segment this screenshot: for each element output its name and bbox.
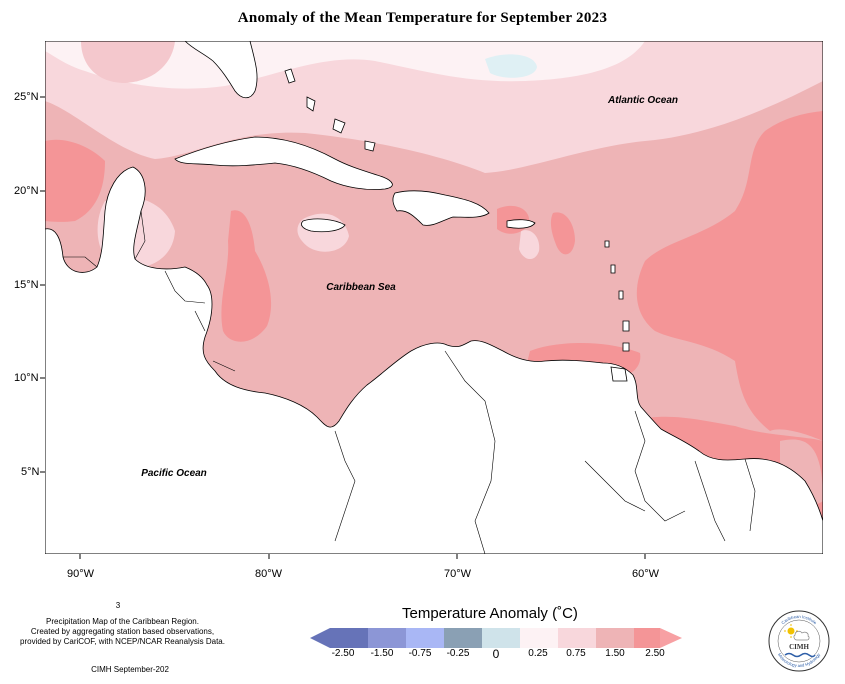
pacific-ocean-label: Pacific Ocean <box>141 468 207 479</box>
lat-label-15n: 15°N <box>14 279 39 291</box>
legend-title: Temperature Anomaly (˚C) <box>402 605 578 622</box>
cloud-icon <box>793 630 810 641</box>
bahamas-land-2 <box>306 96 316 112</box>
legend-swatch-high-arrow <box>660 628 682 648</box>
bahamas-land-4 <box>364 140 376 152</box>
lesser-antilles-land-3 <box>618 290 624 300</box>
atlantic-ocean-label: Atlantic Ocean <box>607 95 678 106</box>
lat-label-20n: 20°N <box>14 185 39 197</box>
legend-swatch-5 <box>482 628 520 648</box>
legend-tick-5: 0 <box>492 647 500 661</box>
border-line-9 <box>694 460 726 542</box>
lon-label-60w: 60°W <box>632 568 660 580</box>
logo-center-text: CIMH <box>789 643 809 651</box>
legend-swatch-8 <box>596 628 634 648</box>
border-line-2 <box>134 210 146 260</box>
lon-label-80w: 80°W <box>255 568 283 580</box>
legend-swatch-3 <box>406 628 444 648</box>
caption-line-2: Created by aggregating station based obs… <box>30 627 215 636</box>
map-title: Anomaly of the Mean Temperature for Sept… <box>237 10 608 26</box>
border-line-11 <box>584 460 646 512</box>
country-borders <box>63 210 756 554</box>
lesser-antilles-land-2 <box>610 264 616 274</box>
legend-swatch-9 <box>634 628 660 648</box>
temperature-anomaly-map: Atlantic Ocean Caribbean Sea Pacific Oce… <box>45 41 823 554</box>
jamaica-land <box>301 218 346 233</box>
anomaly-strong-east <box>636 111 823 441</box>
florida-land <box>184 41 258 99</box>
trinidad-land <box>610 366 628 382</box>
border-line <box>63 256 98 268</box>
legend-swatch-low-arrow <box>310 628 330 648</box>
border-line-10 <box>744 458 756 532</box>
caption-line-3: provided by CariCOF, with NCEP/NCAR Rean… <box>20 637 225 646</box>
page-mark: 3 <box>115 601 121 610</box>
border-line-5 <box>212 360 236 372</box>
legend-tick-6: 0.25 <box>528 648 548 659</box>
legend-swatch-2 <box>368 628 406 648</box>
legend-swatch-7 <box>558 628 596 648</box>
legend-tick-4: -0.25 <box>446 648 470 659</box>
legend-tick-7: 0.75 <box>566 648 586 659</box>
bahamas-land-3 <box>332 118 346 134</box>
sun-icon <box>784 624 798 638</box>
legend-colorbar <box>310 628 682 648</box>
anomaly-strong-yucatan <box>45 139 105 222</box>
map-credit: CIMH September-202 <box>91 665 169 674</box>
hispaniola-land <box>392 190 490 226</box>
lon-label-70w: 70°W <box>444 568 472 580</box>
bahamas-land <box>284 68 296 84</box>
lat-label-5n: 5°N <box>21 466 40 478</box>
lat-label-10n: 10°N <box>14 372 39 384</box>
land-masses <box>45 41 823 554</box>
legend-tick-3: -0.75 <box>408 648 432 659</box>
anomaly-band-top <box>45 41 645 89</box>
legend-tick-8: 1.50 <box>605 648 625 659</box>
legend-tick-9: 2.50 <box>645 648 665 659</box>
map-caption: Precipitation Map of the Caribbean Regio… <box>10 617 235 647</box>
legend-tick-1: -2.50 <box>331 648 355 659</box>
wave-icon <box>784 652 816 658</box>
anomaly-strong-west-sea <box>221 210 272 342</box>
border-line-4 <box>194 310 206 332</box>
anomaly-negative-spot <box>485 54 537 78</box>
anomaly-patch-topleft <box>81 41 175 83</box>
border-line-3 <box>164 270 206 304</box>
border-line-7 <box>444 350 496 554</box>
legend-tick-2: -1.50 <box>370 648 394 659</box>
lesser-antilles-land-5 <box>622 342 630 352</box>
legend-swatch-1 <box>330 628 368 648</box>
anomaly-patch-pr <box>519 230 540 260</box>
mainland-land <box>45 166 823 554</box>
border-line-6 <box>334 430 356 542</box>
border-line-8 <box>634 410 686 522</box>
lon-label-90w: 90°W <box>67 568 95 580</box>
lesser-antilles-land <box>604 240 610 248</box>
puerto-rico-land <box>506 219 536 229</box>
caribbean-sea-label: Caribbean Sea <box>326 282 396 293</box>
anomaly-strong-leewards <box>550 212 575 255</box>
lesser-antilles-land-4 <box>622 320 630 332</box>
cuba-land <box>174 136 393 190</box>
caption-line-1: Precipitation Map of the Caribbean Regio… <box>46 617 199 626</box>
cimh-logo: CIMH Caribbean Institute Meteorology and… <box>768 610 830 672</box>
legend-swatch-4 <box>444 628 482 648</box>
lat-label-25n: 25°N <box>14 91 39 103</box>
legend-swatch-6 <box>520 628 558 648</box>
